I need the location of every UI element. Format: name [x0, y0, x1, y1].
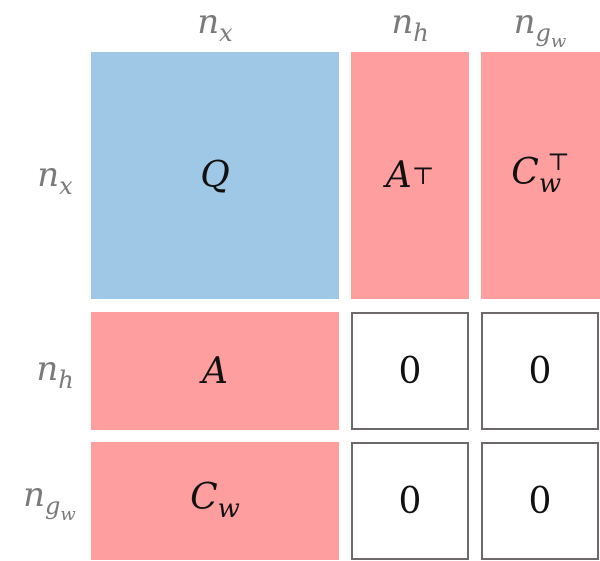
block-q: Q	[91, 52, 339, 299]
col-label-ngw: ngw	[513, 2, 567, 52]
row-label-ngw: ngw	[23, 475, 76, 525]
block-zero-gwgw: 0	[481, 442, 599, 560]
block-a: A	[91, 312, 339, 430]
block-cw: Cw	[91, 442, 339, 560]
row-label-nh: nh	[36, 349, 74, 394]
block-cw-transpose: Cw ⊤	[481, 52, 600, 299]
block-zero-gwh: 0	[351, 442, 469, 560]
block-zero-hgw: 0	[481, 312, 599, 430]
col-label-nx: nx	[197, 2, 233, 47]
block-a-transpose: A ⊤	[351, 52, 469, 299]
block-zero-hh: 0	[351, 312, 469, 430]
row-label-nx: nx	[37, 155, 73, 200]
col-label-nh: nh	[391, 2, 429, 47]
